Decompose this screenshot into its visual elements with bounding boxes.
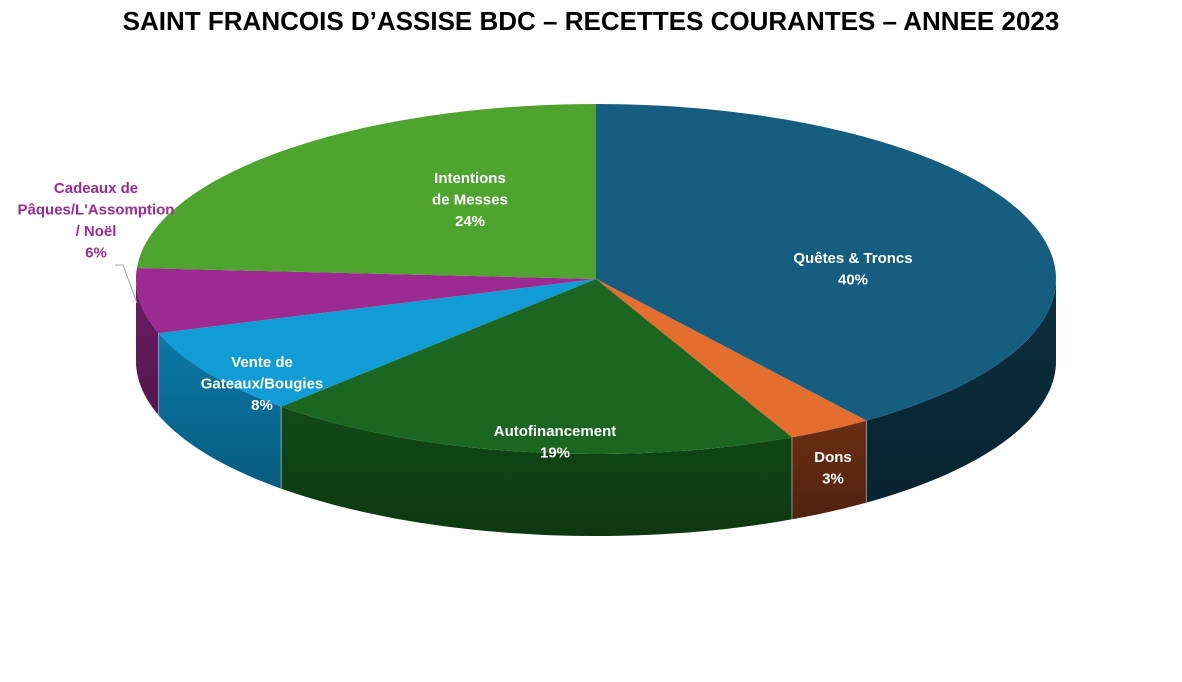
pie-slice-3 [158,279,596,407]
pie-side-shade-0 [866,279,1056,503]
pie-sides [136,279,1056,536]
slice-label-line: Dons [814,449,852,466]
pie-slice-0 [596,104,1056,421]
slice-label-line: Pâques/L'Assomption [18,202,175,219]
slice-label-line: Vente de [231,354,293,371]
pie-side-shade-4 [136,279,159,416]
slice-label-line: de Messes [432,192,508,209]
slice-label-line: Quêtes & Troncs [793,250,912,267]
slice-label-line: / Noël [76,223,117,240]
slice-label-line: Gateaux/Bougies [201,376,324,393]
slice-label-line: Autofinancement [494,423,617,440]
slice-percent: 6% [85,245,107,262]
slice-label-line: Cadeaux de [54,180,138,197]
slice-label-3: Vente de Gateaux/Bougies 8% [201,354,324,414]
pie-slice-1 [596,279,867,438]
pie-side-shade-3 [158,333,282,489]
slice-label-line: Intentions [434,170,506,187]
leader-line [115,264,138,304]
slice-percent: 19% [540,445,570,462]
pie-tops [136,104,1056,454]
slice-percent: 3% [822,471,844,488]
pie-slice-5 [136,104,596,279]
slice-label-0: Quêtes & Troncs 40% [793,250,912,289]
slice-label-4: Cadeaux de Pâques/L'Assomption / Noël 6% [18,180,175,262]
pie-slice-4 [136,268,596,334]
pie-slice-2 [281,279,792,454]
slice-label-2: Autofinancement 19% [494,423,617,462]
pie-side-shade-2 [281,406,792,536]
chart-title: SAINT FRANCOIS D’ASSISE BDC – RECETTES C… [122,6,1060,36]
slice-label-1: Dons 3% [814,449,852,488]
pie-labels: Quêtes & Troncs 40% Dons 3% Autofinancement 1… [18,170,913,488]
slice-percent: 40% [838,272,868,289]
pie-side-shade-1 [791,420,867,520]
slice-percent: 8% [251,397,273,414]
slice-label-5: Intentions de Messes 24% [432,170,508,230]
slice-percent: 24% [455,213,485,230]
